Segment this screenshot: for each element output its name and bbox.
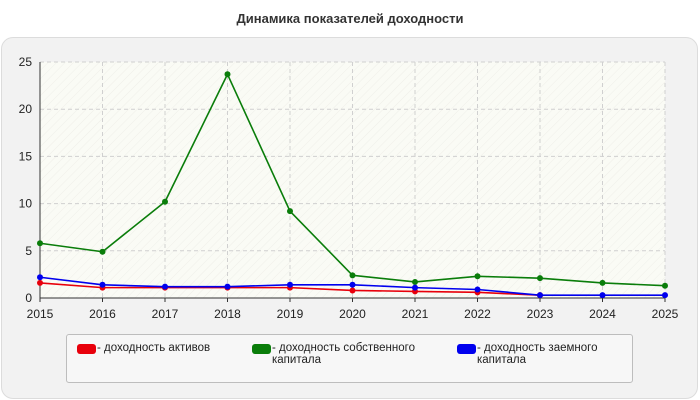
y-tick-label: 0 (25, 291, 32, 305)
data-point (287, 281, 293, 288)
data-point (662, 292, 668, 299)
x-tick-label: 2015 (27, 307, 54, 321)
legend: - доходность активов - доходность собстве… (66, 334, 633, 383)
data-point (224, 71, 231, 78)
x-tick-label: 2025 (652, 307, 679, 321)
data-point (474, 286, 481, 293)
data-point (37, 240, 43, 247)
x-tick-label: 2020 (339, 307, 366, 321)
x-tick-label: 2017 (152, 307, 179, 321)
legend-label: - доходность собственного капитала (272, 342, 415, 366)
data-point (287, 208, 293, 215)
data-point (349, 281, 356, 288)
data-point (37, 279, 43, 286)
legend-label-line: - доходность активов (97, 342, 211, 354)
data-point (162, 283, 168, 290)
legend-label: - доходность заемного капитала (477, 342, 597, 366)
series-group (37, 71, 668, 299)
data-point (349, 272, 356, 279)
x-tick-label: 2019 (277, 307, 304, 321)
x-tick-label: 2018 (214, 307, 241, 321)
data-point (224, 283, 231, 290)
data-point (537, 275, 543, 282)
legend-label-line: - доходность заемного (477, 342, 598, 354)
data-point (537, 292, 543, 299)
legend-label: - доходность активов (97, 342, 210, 354)
legend-swatch (252, 344, 271, 354)
data-point (474, 273, 481, 280)
data-point (99, 281, 106, 288)
legend-label-line: - доходность собственного (272, 342, 415, 354)
y-tick-label: 25 (19, 55, 33, 69)
grid (40, 61, 666, 298)
data-point (37, 274, 43, 281)
x-tick-label: 2022 (464, 307, 491, 321)
y-tick-label: 10 (19, 197, 33, 211)
legend-label-line: капитала (477, 354, 526, 366)
data-point (349, 287, 356, 294)
y-tick-label: 15 (19, 149, 33, 163)
y-tick-label: 20 (19, 102, 33, 116)
data-point (599, 292, 606, 299)
series-3 (37, 274, 668, 299)
data-point (599, 279, 606, 286)
x-tick-label: 2024 (589, 307, 616, 321)
data-point (412, 284, 418, 291)
chart-title: Динамика показателей доходности (236, 11, 464, 26)
data-point (99, 248, 106, 255)
data-point (412, 278, 418, 285)
data-point (162, 198, 168, 205)
series-2 (37, 71, 668, 289)
legend-swatch (457, 344, 476, 354)
data-point (662, 282, 668, 289)
x-tick-label: 2021 (402, 307, 429, 321)
legend-label-line: капитала (272, 354, 321, 366)
y-tick-label: 5 (25, 244, 32, 258)
x-tick-label: 2023 (527, 307, 554, 321)
x-tick-label: 2016 (89, 307, 116, 321)
legend-swatch (77, 344, 96, 354)
